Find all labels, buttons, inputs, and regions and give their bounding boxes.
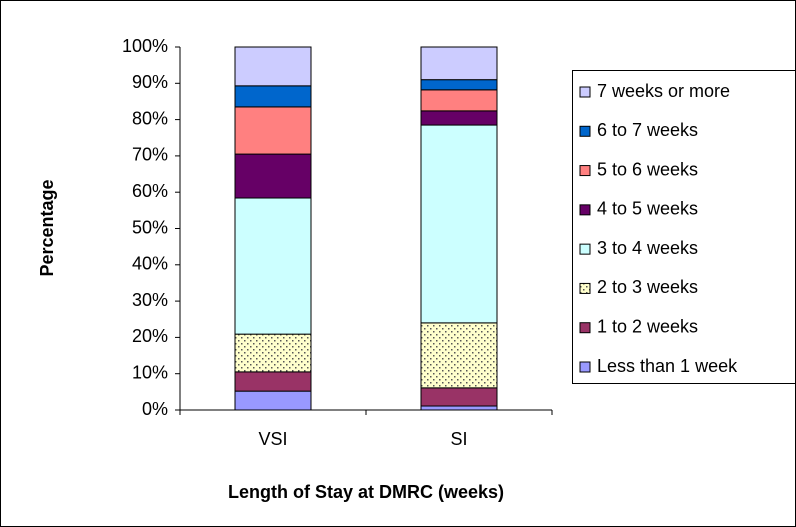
- legend-swatch: [579, 86, 591, 98]
- legend-label: 5 to 6 weeks: [597, 159, 698, 179]
- y-axis-title: Percentage: [37, 179, 57, 276]
- legend-label: Less than 1 week: [597, 356, 738, 376]
- x-tick-label: SI: [450, 429, 467, 449]
- y-tick-label: 90%: [132, 72, 168, 92]
- legend-label: 7 weeks or more: [597, 81, 730, 101]
- legend-swatch: [579, 204, 591, 216]
- bar-segment: [420, 79, 498, 91]
- bar-segment: [234, 153, 312, 199]
- y-tick-label: 50%: [132, 217, 168, 237]
- y-tick-label: 100%: [122, 36, 168, 56]
- legend-swatch: [579, 282, 591, 294]
- bar-segment: [234, 106, 312, 155]
- bar-segment: [234, 371, 312, 392]
- bar-segment: [420, 46, 498, 81]
- legend-box: [572, 70, 796, 384]
- bar-segment: [420, 405, 498, 411]
- y-tick-label: 0%: [142, 399, 168, 419]
- legend-swatch: [579, 322, 591, 334]
- y-tick-label: 70%: [132, 145, 168, 165]
- y-tick-label: 80%: [132, 108, 168, 128]
- y-tick-label: 20%: [132, 326, 168, 346]
- bar-segment: [234, 46, 312, 87]
- legend-swatch: [579, 361, 591, 373]
- y-tick-label: 40%: [132, 254, 168, 274]
- x-tick-label: VSI: [258, 429, 287, 449]
- bar-segment: [234, 85, 312, 108]
- legend-label: 6 to 7 weeks: [597, 120, 698, 140]
- bar-segment: [234, 390, 312, 411]
- bar-segment: [420, 387, 498, 407]
- y-tick-label: 60%: [132, 181, 168, 201]
- x-axis-title: Length of Stay at DMRC (weeks): [228, 482, 504, 502]
- legend-label: 3 to 4 weeks: [597, 238, 698, 258]
- legend-label: 1 to 2 weeks: [597, 316, 698, 336]
- bar-segment: [420, 124, 498, 324]
- bar-segment: [234, 197, 312, 335]
- legend-swatch: [579, 243, 591, 255]
- bar-segment: [420, 322, 498, 389]
- bar-segment: [234, 333, 312, 373]
- y-tick-label: 30%: [132, 290, 168, 310]
- bar-segment: [420, 110, 498, 126]
- legend-label: 2 to 3 weeks: [597, 277, 698, 297]
- y-tick-label: 10%: [132, 362, 168, 382]
- bar-segment: [420, 89, 498, 112]
- legend-label: 4 to 5 weeks: [597, 199, 698, 219]
- legend-swatch: [579, 125, 591, 137]
- legend-swatch: [579, 165, 591, 177]
